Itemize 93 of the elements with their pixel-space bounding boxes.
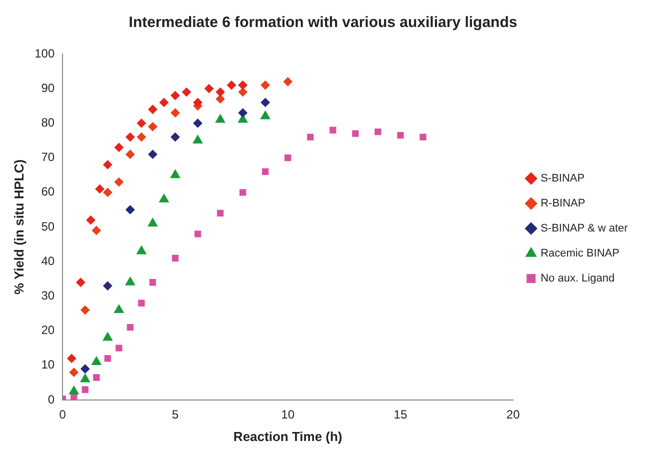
point <box>170 91 180 100</box>
point <box>148 218 158 227</box>
point <box>238 108 248 118</box>
legend-label: S-BINAP & w ater <box>540 222 628 235</box>
point <box>194 230 202 238</box>
point <box>95 184 104 194</box>
chart-title: Intermediate 6 formation with various auxiliary ligands <box>128 14 518 32</box>
point <box>170 132 180 142</box>
point <box>260 80 270 90</box>
y-tick-label: 90 <box>41 80 55 95</box>
point <box>92 226 101 235</box>
point <box>172 254 179 262</box>
point <box>148 150 158 159</box>
point <box>192 135 203 144</box>
point <box>136 246 146 254</box>
y-tick-label: 80 <box>41 116 55 130</box>
point <box>80 374 90 382</box>
point <box>330 126 336 134</box>
y-tick-label: 10 <box>41 358 55 372</box>
point <box>307 134 314 140</box>
point <box>159 194 169 202</box>
y-tick-label: 100 <box>34 46 55 60</box>
point <box>116 344 122 352</box>
point <box>103 188 112 197</box>
point <box>69 386 79 394</box>
point <box>262 168 269 175</box>
point <box>182 88 191 97</box>
legend-label: Racemic BINAP <box>540 248 620 260</box>
x-tick-label: 5 <box>172 408 179 422</box>
point <box>374 128 382 136</box>
point <box>93 374 100 381</box>
point <box>193 98 202 107</box>
point <box>76 278 86 287</box>
point <box>216 88 225 97</box>
x-axis-title: Reaction Time (h) <box>233 428 342 444</box>
y-tick-label: 30 <box>41 288 55 303</box>
point <box>170 108 180 118</box>
point <box>283 77 292 86</box>
legend-label: S-BINAP <box>540 172 585 185</box>
point <box>126 150 135 159</box>
point <box>227 80 236 90</box>
point <box>104 355 111 362</box>
point <box>352 130 359 137</box>
y-axis-title: % Yield (in situ HPLC) <box>11 159 26 295</box>
point <box>103 281 112 290</box>
point <box>170 170 180 178</box>
point <box>238 80 248 90</box>
point <box>114 142 124 152</box>
point <box>114 304 124 314</box>
point <box>284 154 292 162</box>
point <box>138 300 145 306</box>
y-tick-label: 50 <box>41 219 55 234</box>
y-tick-label: 0 <box>48 392 55 406</box>
x-tick-label: 15 <box>394 408 408 422</box>
point <box>126 205 135 214</box>
x-tick-label: 10 <box>281 408 295 422</box>
point <box>67 354 76 363</box>
x-tick-label: 20 <box>506 408 520 422</box>
y-tick-label: 40 <box>41 254 55 268</box>
y-tick-label: 20 <box>41 323 55 338</box>
point <box>193 118 202 128</box>
point <box>159 98 168 107</box>
y-tick-label: 70 <box>41 150 55 164</box>
point <box>216 210 224 216</box>
point <box>239 189 246 196</box>
point <box>92 356 102 365</box>
point <box>136 118 146 128</box>
point <box>260 110 270 120</box>
point <box>148 122 158 132</box>
point <box>149 279 156 286</box>
y-tick-label: 60 <box>41 184 55 199</box>
legend-label: No aux. Ligand <box>540 272 615 285</box>
point <box>238 88 248 97</box>
point <box>420 134 426 140</box>
point <box>136 132 146 142</box>
point <box>114 178 124 187</box>
point <box>86 216 96 225</box>
point <box>397 132 404 139</box>
point <box>82 386 88 393</box>
point <box>80 364 90 374</box>
point <box>148 104 158 114</box>
point <box>80 306 90 315</box>
point <box>103 160 112 170</box>
x-tick-label: 0 <box>59 408 66 422</box>
point <box>126 324 134 331</box>
point <box>69 368 78 377</box>
point <box>204 84 214 94</box>
point <box>125 276 136 286</box>
point <box>260 98 270 107</box>
point <box>102 332 112 341</box>
point <box>126 132 135 142</box>
legend-label: R-BINAP <box>540 198 586 210</box>
point <box>215 114 226 123</box>
